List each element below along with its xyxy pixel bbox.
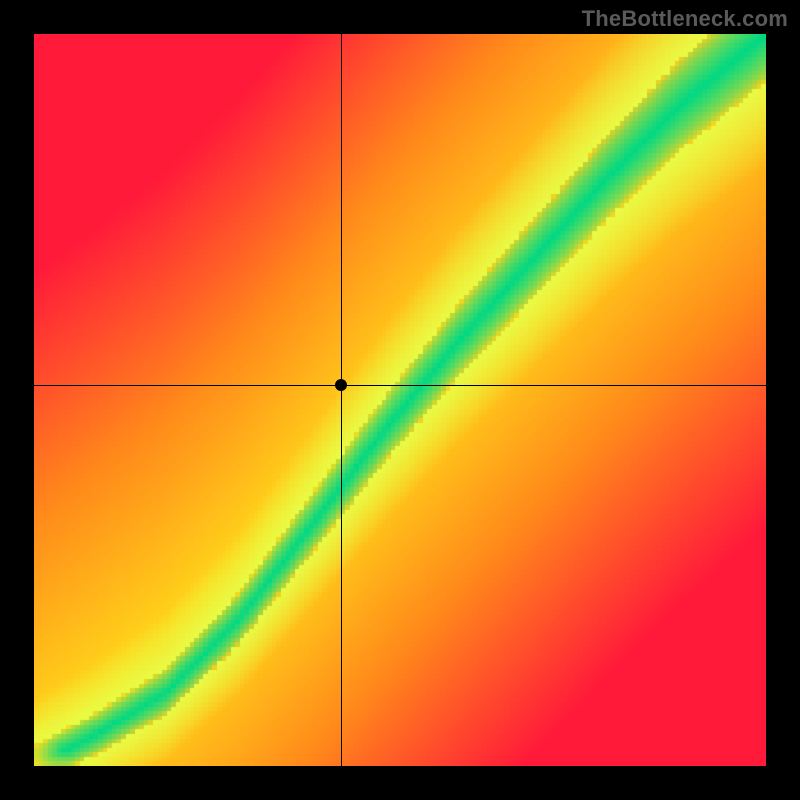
- crosshair-vertical: [341, 34, 342, 766]
- crosshair-horizontal: [34, 385, 766, 386]
- chart-border: [0, 0, 800, 800]
- watermark-text: TheBottleneck.com: [582, 6, 788, 32]
